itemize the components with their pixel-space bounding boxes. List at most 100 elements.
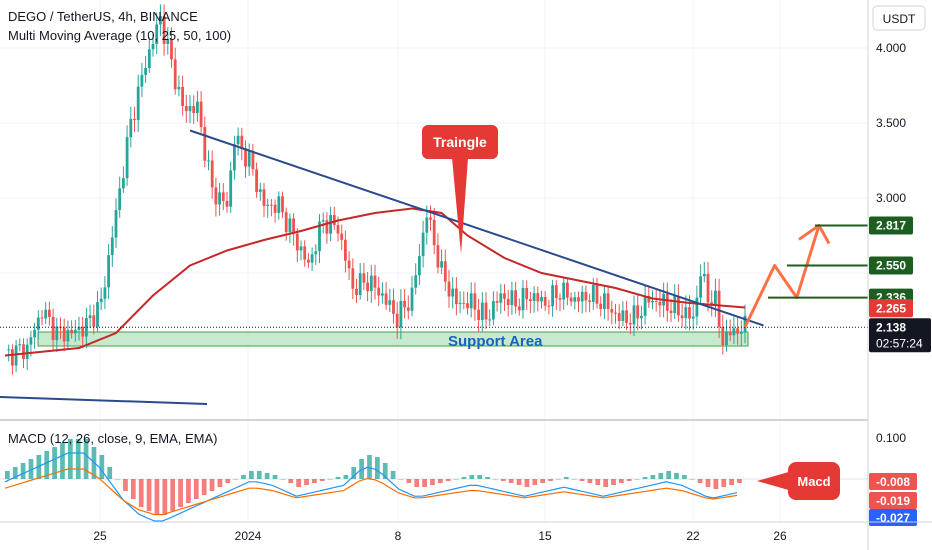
macd-bar <box>327 479 333 480</box>
candle <box>418 244 421 285</box>
macd-bar <box>264 473 270 479</box>
macd-bar <box>233 479 239 480</box>
candle <box>122 166 125 193</box>
macd-bar <box>477 475 483 479</box>
candle <box>432 207 436 255</box>
macd-bar <box>713 479 719 489</box>
macd-bar <box>437 479 443 483</box>
candle <box>125 125 129 186</box>
candle <box>517 298 521 316</box>
y-tick-label: 4.000 <box>876 41 906 55</box>
macd-bar <box>351 467 357 479</box>
lower-trendline-fragment <box>0 396 208 405</box>
macd-bar <box>674 473 679 479</box>
candle <box>562 278 566 310</box>
candle <box>48 301 51 326</box>
candle <box>702 261 706 283</box>
macd-bar <box>650 475 656 479</box>
triangle-callout: Traingle <box>422 125 498 254</box>
macd-bar <box>493 479 498 480</box>
candle <box>558 293 562 312</box>
macd-bar <box>28 459 34 479</box>
candle <box>621 301 625 327</box>
macd-value-tags: -0.008 -0.019 -0.027 <box>869 473 917 526</box>
candle <box>203 116 207 168</box>
candle <box>473 282 477 321</box>
y-tick-label: 3.000 <box>876 191 906 205</box>
candle <box>340 224 344 251</box>
candle <box>636 295 640 331</box>
macd-bar <box>217 479 223 487</box>
x-tick-label: 8 <box>395 529 402 543</box>
descending-trendline <box>189 129 764 327</box>
candle <box>314 244 318 265</box>
macd-bar <box>335 477 341 479</box>
macd-bar <box>107 467 113 479</box>
candle <box>44 301 48 324</box>
candle <box>717 278 721 339</box>
macd-bar <box>587 479 593 483</box>
candle <box>628 313 632 335</box>
macd-value-tag: -0.008 <box>869 473 917 490</box>
x-tick-label: 2024 <box>235 529 262 543</box>
macd-scale-label: 0.100 <box>876 431 906 445</box>
macd-bar <box>563 477 569 479</box>
macd-bar <box>193 479 199 499</box>
macd-bar <box>178 479 183 507</box>
candle <box>40 309 44 325</box>
macd-bar <box>382 463 388 479</box>
candle <box>680 303 684 328</box>
candle <box>395 302 399 339</box>
candle <box>288 213 292 244</box>
candle <box>584 285 588 313</box>
macd-bar <box>721 479 727 487</box>
candle <box>421 220 425 268</box>
candle <box>732 316 736 345</box>
candle <box>325 212 329 244</box>
candle <box>144 56 147 83</box>
candle <box>362 262 366 291</box>
triangle-callout-label: Traingle <box>433 134 487 150</box>
price-tag-label: 2.265 <box>876 301 906 315</box>
candle <box>714 278 717 318</box>
candle <box>159 4 162 37</box>
currency-button[interactable]: USDT <box>872 5 926 31</box>
macd-plot-area[interactable] <box>0 422 868 522</box>
candle <box>569 292 573 307</box>
macd-bar <box>5 471 10 479</box>
candle <box>388 288 392 312</box>
candle <box>447 269 451 308</box>
y-tick-label: 3.500 <box>876 116 906 130</box>
candle <box>525 280 529 311</box>
candle <box>258 182 262 201</box>
macd-bar <box>697 479 703 483</box>
candle <box>62 318 66 352</box>
candle <box>554 280 558 310</box>
candle <box>443 249 447 291</box>
candle <box>573 291 577 310</box>
macd-bar <box>689 479 695 480</box>
x-tick-label: 25 <box>93 529 107 543</box>
support-area-label: Support Area <box>448 333 543 350</box>
macd-bar <box>288 479 294 483</box>
candle <box>358 263 362 300</box>
candle <box>551 279 554 317</box>
macd-bar <box>548 479 553 481</box>
candle <box>536 286 540 312</box>
candle <box>244 140 247 178</box>
candle <box>344 230 347 273</box>
candle <box>110 225 114 267</box>
macd-bar <box>406 479 412 483</box>
candle <box>381 282 384 304</box>
candle <box>266 198 270 218</box>
price-axis[interactable] <box>868 0 932 550</box>
macd-bar <box>540 479 546 483</box>
candle <box>295 228 299 262</box>
candle <box>514 281 517 314</box>
macd-bar <box>430 479 435 485</box>
candle <box>529 291 532 313</box>
candle <box>51 308 55 352</box>
macd-bar <box>453 479 459 480</box>
macd-bar <box>524 479 530 487</box>
